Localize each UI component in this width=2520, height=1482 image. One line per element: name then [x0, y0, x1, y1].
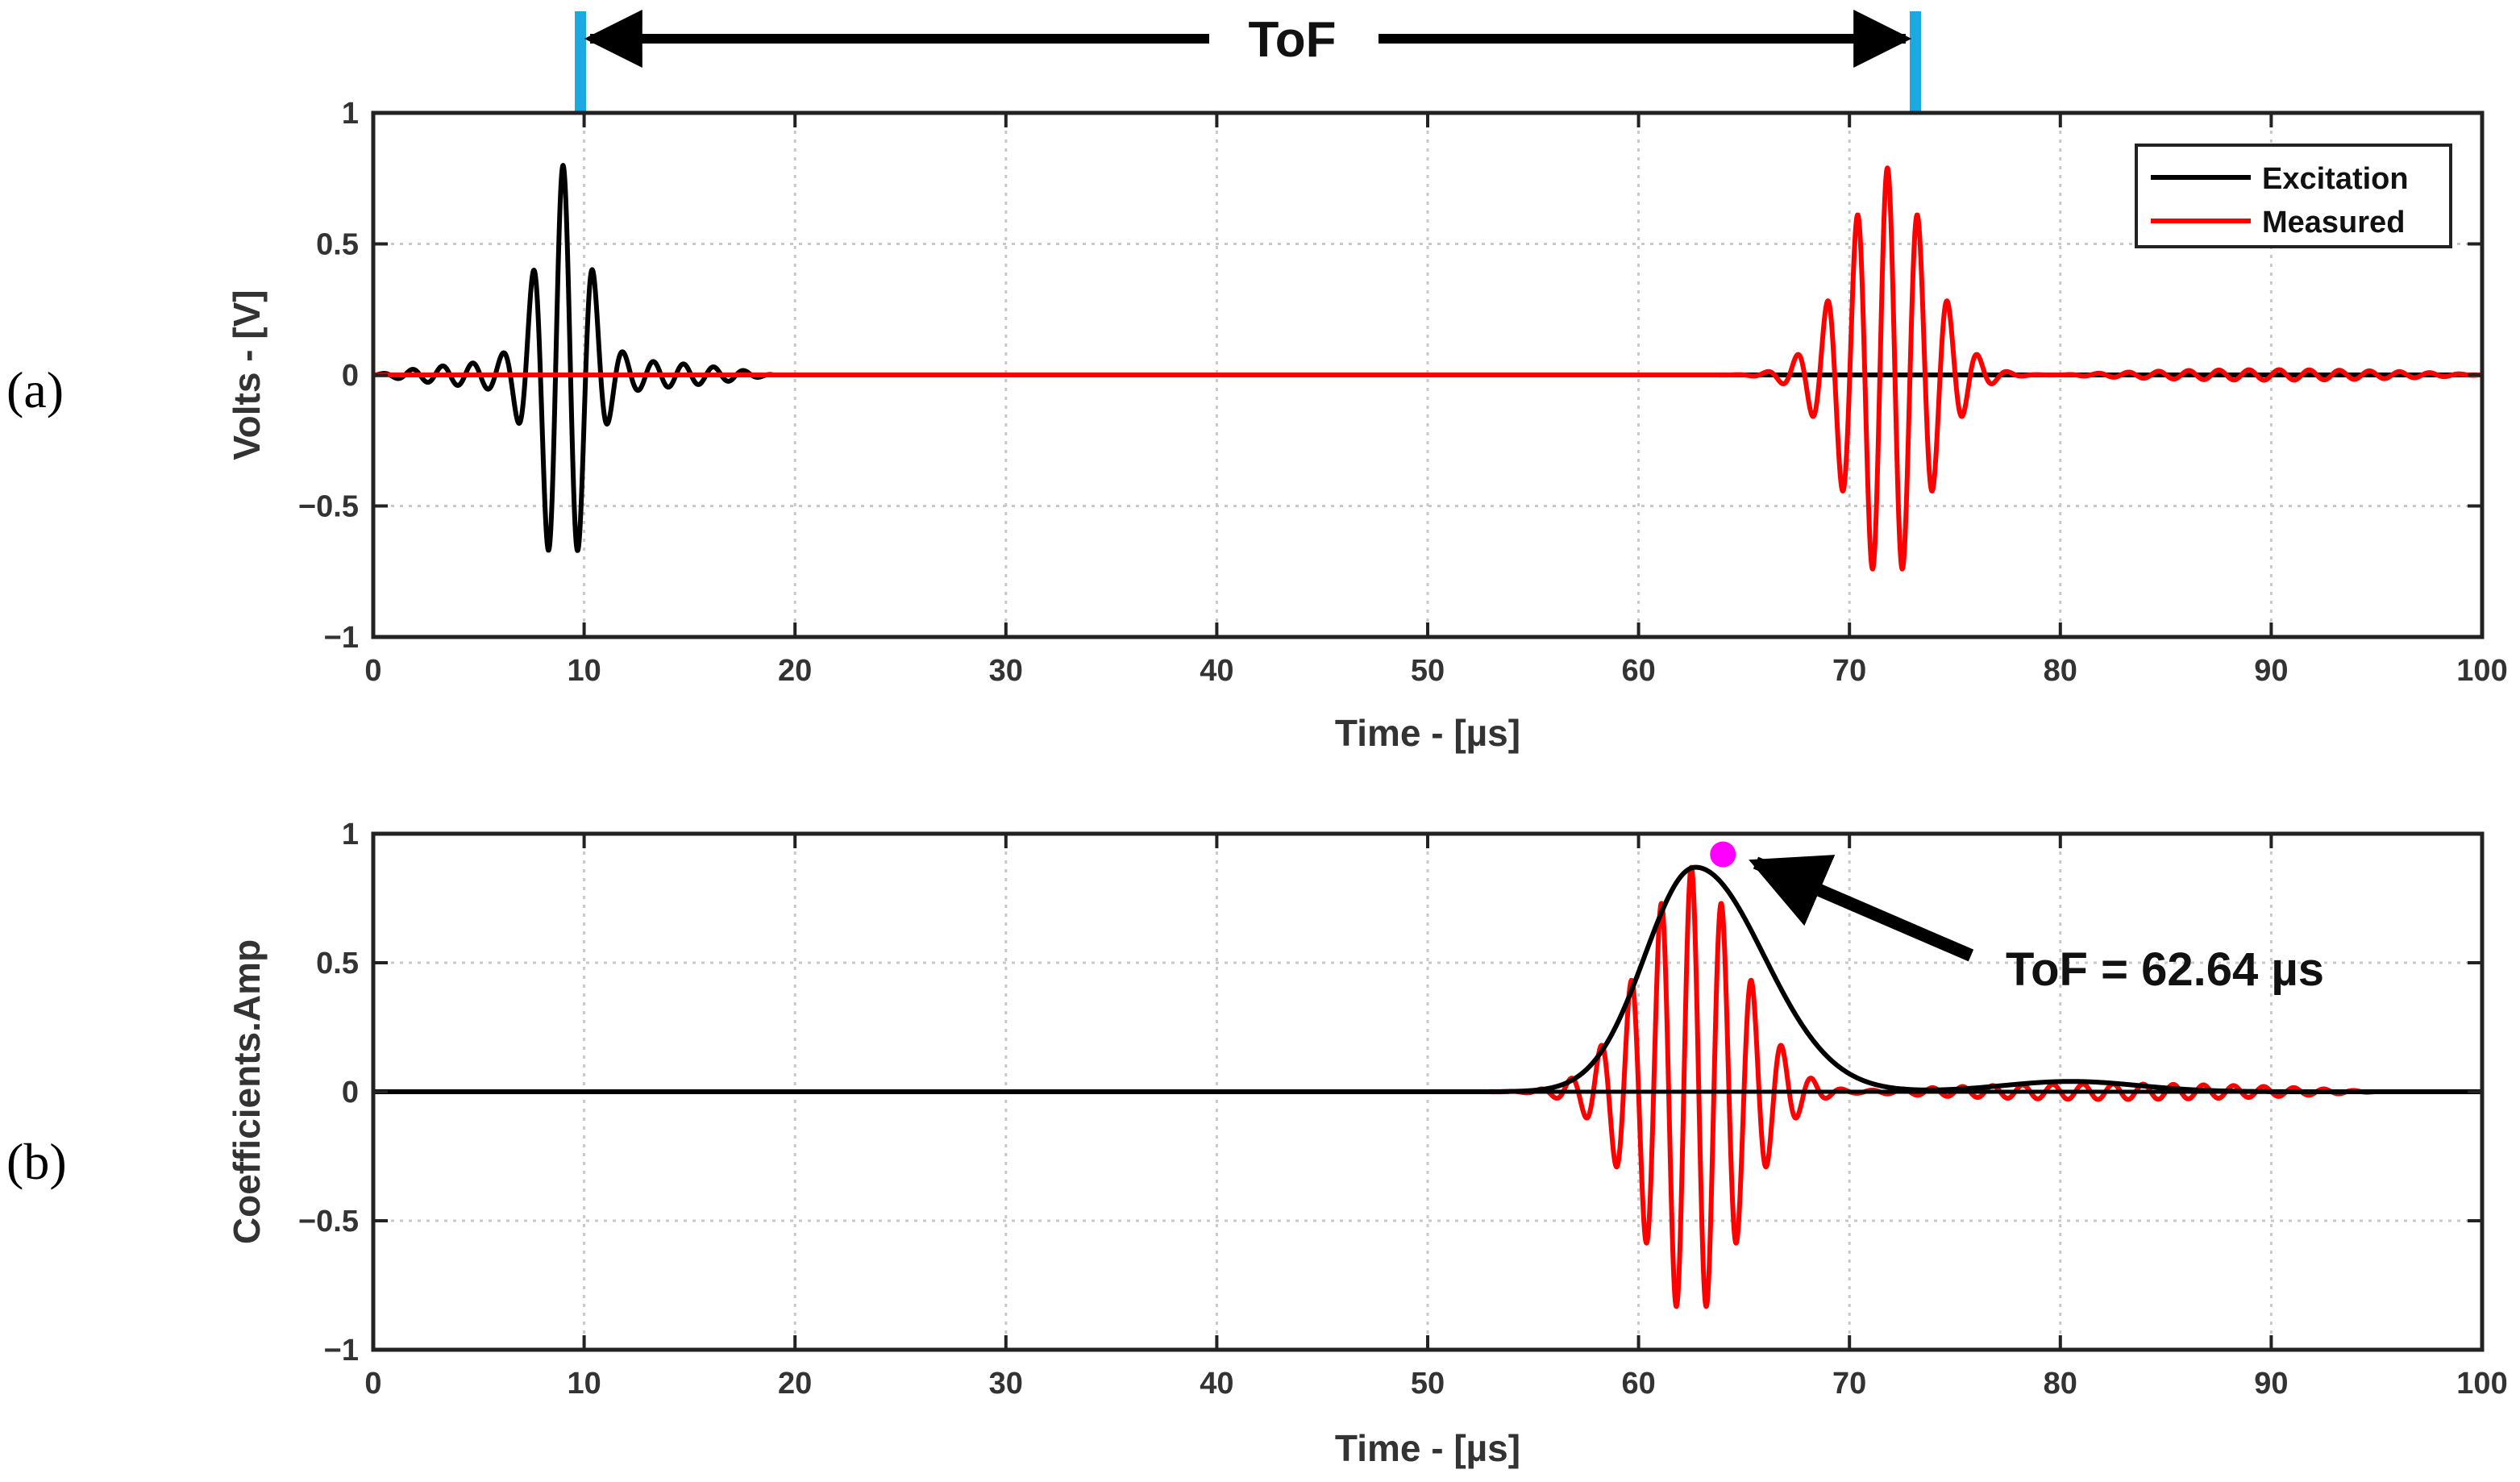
- x-tick-label: 100: [2456, 654, 2507, 688]
- x-tick-label: 10: [567, 1367, 601, 1401]
- x-tick-label: 40: [1200, 654, 1233, 688]
- x-tick-label: 80: [2044, 654, 2077, 688]
- x-tick-label: 60: [1621, 654, 1655, 688]
- chart-b-annotation: ToF = 62.64 µs: [1710, 841, 2324, 996]
- x-tick-label: 70: [1832, 1367, 1866, 1401]
- x-tick-label: 30: [989, 654, 1023, 688]
- legend-label-measured: Measured: [2262, 206, 2405, 239]
- chart-a: 0 10 20 30 40 50 60 70 80 90 100 −1 −0.5 0 0.5 1 Time -…: [226, 97, 2508, 754]
- x-tick-label: 40: [1200, 1367, 1233, 1401]
- chart-a-ticks: 0 10 20 30 40 50 60 70 80 90 100 −1 −0.5 0 0.5 1: [298, 97, 2508, 688]
- x-tick-label: 0: [364, 1367, 381, 1401]
- y-tick-label: 0.5: [316, 947, 359, 980]
- x-tick-label: 100: [2456, 1367, 2507, 1401]
- chart-b-xlabel: Time - [µs]: [1335, 1427, 1520, 1469]
- y-tick-label: 0.5: [316, 228, 359, 262]
- x-tick-label: 20: [778, 654, 812, 688]
- legend-label-excitation: Excitation: [2262, 162, 2409, 196]
- chart-b: 0 10 20 30 40 50 60 70 80 90 100 −1 −0.5 0 0.5 1 Time -…: [226, 818, 2508, 1469]
- x-tick-label: 10: [567, 654, 601, 688]
- y-tick-label: 0: [342, 359, 359, 393]
- x-tick-label: 30: [989, 1367, 1023, 1401]
- x-tick-label: 20: [778, 1367, 812, 1401]
- chart-a-series: [373, 163, 2482, 572]
- tof-label: ToF: [1248, 12, 1336, 68]
- chart-a-xlabel: Time - [µs]: [1335, 712, 1520, 754]
- y-tick-label: 0: [342, 1076, 359, 1109]
- x-tick-label: 90: [2254, 654, 2288, 688]
- x-tick-label: 0: [364, 654, 381, 688]
- chart-a-ylabel: Volts - [V]: [226, 289, 268, 460]
- chart-b-ticks: 0 10 20 30 40 50 60 70 80 90 100 −1 −0.5 0 0.5 1: [298, 818, 2508, 1401]
- x-tick-label: 80: [2044, 1367, 2077, 1401]
- y-tick-label: −1: [324, 621, 359, 655]
- x-tick-label: 60: [1621, 1367, 1655, 1401]
- x-tick-label: 50: [1411, 654, 1445, 688]
- x-tick-label: 70: [1832, 654, 1866, 688]
- y-tick-label: −0.5: [298, 1205, 359, 1238]
- series-line-measured: [373, 165, 2482, 572]
- y-tick-label: 1: [342, 97, 359, 131]
- chart-b-ylabel: Coefficients.Amp: [226, 939, 268, 1244]
- legend-box: [2135, 144, 2452, 248]
- chart-a-legend: Excitation Measured: [2135, 144, 2452, 248]
- y-tick-label: −0.5: [298, 490, 359, 524]
- y-tick-label: −1: [324, 1334, 359, 1368]
- panel-label-b: (b): [6, 1133, 67, 1190]
- chart-b-series: [373, 864, 2482, 1309]
- y-tick-label: 1: [342, 818, 359, 851]
- x-tick-label: 90: [2254, 1367, 2288, 1401]
- tof-peak-marker: [1710, 841, 1736, 868]
- tof-indicator: ToF: [575, 10, 1921, 150]
- panel-label-a: (a): [6, 361, 64, 418]
- tof-annotation-text: ToF = 62.64 µs: [2006, 943, 2324, 996]
- tof-annotation-arrow: [1749, 855, 1974, 962]
- x-tick-label: 50: [1411, 1367, 1445, 1401]
